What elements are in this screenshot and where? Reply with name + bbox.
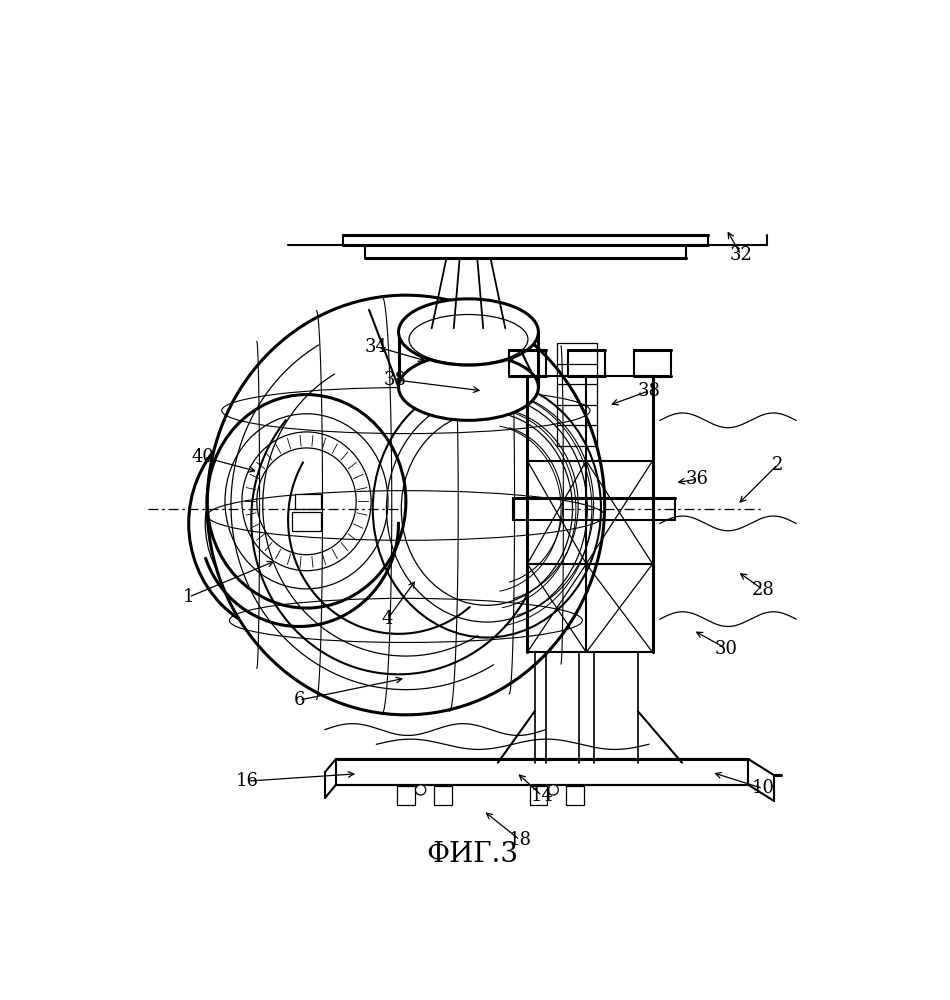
Bar [292, 512, 321, 531]
Bar [295, 494, 321, 509]
Ellipse shape [207, 295, 604, 715]
Text: 38: 38 [637, 382, 660, 400]
Text: 34: 34 [365, 338, 388, 356]
Text: 14: 14 [531, 787, 554, 805]
Text: 28: 28 [751, 581, 774, 599]
Ellipse shape [399, 299, 539, 365]
Bar [397, 786, 415, 805]
Text: 16: 16 [237, 772, 259, 790]
Text: 18: 18 [508, 831, 531, 849]
Text: ФИГ.3: ФИГ.3 [427, 841, 518, 868]
Bar [434, 786, 451, 805]
Circle shape [548, 785, 559, 795]
Text: 38: 38 [384, 371, 407, 389]
Text: 32: 32 [730, 246, 752, 264]
Circle shape [415, 785, 426, 795]
Text: 10: 10 [751, 779, 774, 797]
Text: 6: 6 [294, 691, 305, 709]
Text: 30: 30 [714, 640, 737, 658]
Bar [566, 786, 584, 805]
Text: 40: 40 [192, 448, 215, 466]
Text: 1: 1 [183, 588, 195, 606]
Text: 2: 2 [772, 456, 784, 474]
Bar [529, 786, 547, 805]
Text: 36: 36 [685, 470, 708, 488]
Ellipse shape [399, 354, 539, 420]
Text: 4: 4 [382, 610, 393, 628]
Bar [336, 759, 749, 785]
